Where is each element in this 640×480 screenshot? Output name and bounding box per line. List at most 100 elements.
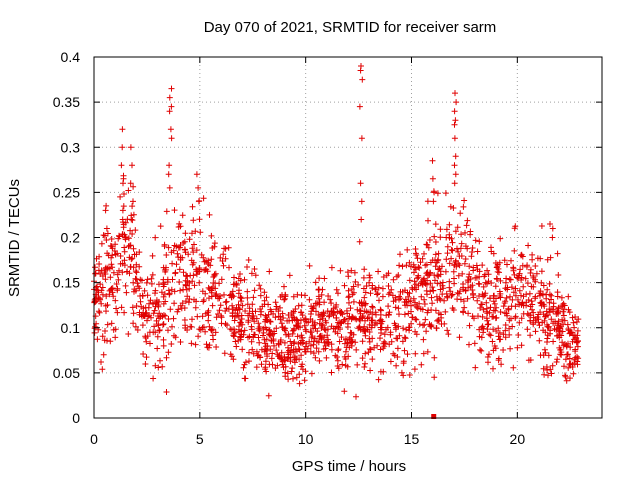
data-point — [244, 294, 251, 301]
data-point — [237, 294, 244, 301]
data-point — [94, 283, 100, 290]
data-point — [130, 264, 137, 271]
data-point — [530, 314, 537, 321]
data-point — [420, 350, 427, 357]
data-point — [335, 346, 342, 353]
data-point — [246, 358, 252, 365]
data-point — [544, 286, 551, 293]
data-point — [512, 313, 519, 320]
data-point — [272, 299, 279, 306]
data-point — [424, 309, 431, 316]
data-point — [189, 203, 196, 210]
data-point — [516, 287, 523, 294]
data-point — [268, 355, 275, 362]
data-point — [332, 328, 339, 335]
data-point — [422, 316, 429, 323]
data-point — [538, 279, 545, 286]
data-point — [192, 228, 199, 235]
data-point — [127, 144, 134, 151]
data-point — [169, 323, 175, 330]
data-point — [518, 252, 524, 259]
y-tick-label: 0.35 — [53, 94, 80, 110]
data-point — [119, 126, 126, 133]
data-point — [424, 198, 431, 205]
data-point — [237, 271, 243, 277]
data-point — [565, 293, 572, 300]
data-point — [416, 300, 423, 307]
data-point — [532, 263, 539, 269]
data-point — [136, 263, 143, 270]
data-point — [196, 266, 203, 273]
data-point — [457, 210, 464, 217]
data-point — [497, 277, 504, 284]
data-point — [142, 361, 149, 367]
data-point — [390, 276, 397, 283]
data-point — [442, 190, 449, 197]
data-point — [99, 366, 106, 373]
data-point — [393, 273, 400, 280]
data-point — [397, 251, 403, 258]
data-point — [356, 324, 363, 331]
data-point — [435, 256, 442, 263]
data-point — [324, 326, 331, 333]
data-point — [265, 392, 272, 399]
data-point — [431, 189, 438, 196]
data-point — [191, 296, 197, 303]
data-point — [285, 376, 292, 383]
data-point — [562, 372, 568, 379]
data-point — [208, 256, 215, 263]
data-point — [163, 252, 170, 258]
data-point — [195, 198, 202, 205]
data-point — [273, 303, 280, 310]
data-point — [91, 329, 98, 336]
data-point — [179, 300, 186, 307]
data-point — [548, 370, 555, 377]
data-point — [544, 367, 551, 373]
data-point — [291, 359, 298, 366]
data-point — [359, 355, 366, 362]
data-point — [130, 310, 137, 317]
data-point — [344, 320, 351, 327]
data-point — [541, 371, 548, 378]
data-point — [103, 308, 109, 315]
data-point — [100, 351, 107, 358]
data-point — [289, 330, 296, 337]
data-point — [359, 338, 366, 345]
data-point — [235, 290, 242, 297]
data-point — [456, 334, 463, 341]
data-point — [360, 326, 367, 333]
data-point — [138, 277, 145, 284]
data-point — [385, 270, 392, 277]
data-point — [211, 243, 218, 250]
data-point — [399, 338, 406, 345]
data-point — [281, 283, 287, 290]
data-point — [175, 254, 182, 261]
data-point — [509, 323, 516, 330]
data-point — [462, 229, 468, 236]
data-point — [102, 276, 109, 283]
data-point — [437, 234, 444, 241]
data-point — [306, 262, 313, 269]
data-point — [380, 345, 387, 352]
data-point — [310, 338, 317, 345]
data-point — [377, 346, 384, 353]
data-point — [547, 366, 554, 373]
data-point — [165, 316, 172, 322]
data-point — [206, 323, 213, 330]
data-point — [227, 326, 234, 332]
data-point — [549, 225, 556, 232]
data-point — [344, 310, 351, 317]
x-tick-label: 0 — [90, 431, 98, 447]
grid-lines — [94, 57, 602, 418]
data-point — [413, 252, 420, 258]
data-point — [430, 198, 437, 205]
data-point — [145, 313, 152, 320]
data-point — [307, 329, 314, 335]
data-point — [476, 238, 483, 245]
data-point — [476, 293, 482, 299]
data-point — [273, 325, 280, 332]
data-point — [421, 321, 428, 328]
data-point — [249, 315, 256, 322]
data-point — [180, 269, 187, 276]
data-point — [498, 361, 505, 368]
